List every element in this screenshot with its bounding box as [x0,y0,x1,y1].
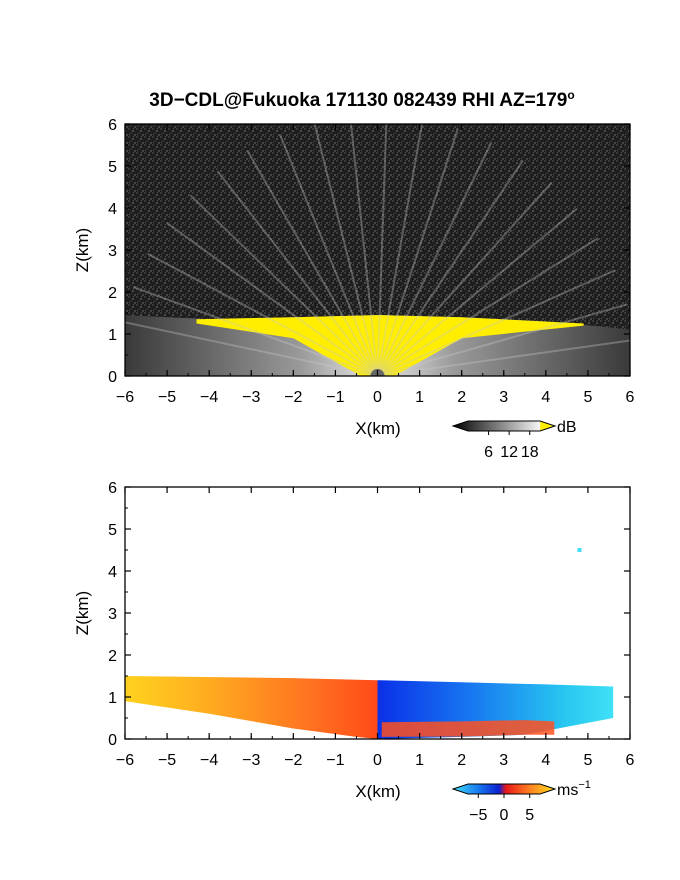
doppler-lower-layer [381,720,555,737]
doppler-y-axis-label: Z(km) [73,591,92,635]
snr-beam-ray [189,194,379,376]
snr-x-tick-label: 1 [415,389,424,406]
doppler-x-tick-label: 1 [415,752,424,769]
snr-beam-ray [216,170,379,376]
snr-beam-ray [376,124,388,376]
snr-y-tick-label: 4 [108,201,117,218]
doppler-colorbar-ticks: −5 0 5 [469,794,534,824]
snr-beam-ray [376,124,423,376]
doppler-y-tick-label: 2 [108,648,117,665]
doppler-x-tick-label: −1 [326,752,344,769]
doppler-y-tick-label: 3 [108,606,117,623]
doppler-axes: −6 −5 −4 −3 −2 −1 0 1 2 3 4 5 6 0 1 2 3 4 5 6 [108,480,634,769]
snr-beam-ray [376,208,578,376]
snr-y-axis-label: Z(km) [73,228,92,272]
snr-y-tick-label: 0 [108,369,117,386]
snr-beam-ray [376,141,493,376]
doppler-x-tick-label: −6 [116,752,134,769]
snr-beam-rays [125,124,630,376]
snr-y-tick-label: 5 [108,159,117,176]
snr-colorbar-unit: dB [557,419,577,436]
colorbar-tick-label: 12 [500,444,518,461]
doppler-y-tick-label: 0 [108,732,117,749]
snr-colorbar: 6 12 18 dB [451,419,577,461]
colorbar-tick-label: 0 [500,807,509,824]
doppler-y-tick-label: 5 [108,522,117,539]
snr-axes: −6 −5 −4 −3 −2 −1 0 1 2 3 4 5 6 0 1 2 3 4 5 6 [108,117,634,406]
snr-beam-ray [376,237,599,376]
doppler-x-tick-label: 0 [373,752,382,769]
doppler-colorbar-bar [451,783,557,795]
snr-y-tick-label: 1 [108,327,117,344]
snr-y-tick-label: 3 [108,243,117,260]
doppler-x-tick-label: −5 [158,752,176,769]
snr-beam-ray [125,321,378,376]
snr-x-tick-label: −2 [284,389,302,406]
colorbar-tick-label: 6 [484,444,493,461]
doppler-x-tick-label: −4 [200,752,218,769]
snr-beam-ray [376,182,553,376]
snr-beam-ray [279,134,379,376]
doppler-colorbar-unit: ms−1 [557,779,591,799]
snr-y-tick-label: 6 [108,117,117,134]
snr-colorbar-ticks: 6 12 18 [484,431,539,461]
figure-title: 3D−CDL@Fukuoka 171130 082439 RHI AZ=179o [149,88,574,111]
snr-beam-ray [132,286,378,376]
doppler-colorbar: −5 0 5 ms−1 [451,779,591,824]
snr-colorbar-bar [451,420,557,432]
doppler-isolated-echo [577,548,582,552]
snr-beam-ray [377,303,628,376]
colorbar-tick-label: 18 [521,444,539,461]
doppler-x-tick-label: 3 [499,752,508,769]
doppler-x-tick-label: 6 [626,752,635,769]
doppler-x-tick-label: −3 [242,752,260,769]
doppler-y-tick-label: 6 [108,480,117,497]
snr-beam-ray [166,222,379,376]
snr-x-tick-label: 0 [373,389,382,406]
snr-beam-ray [350,124,379,376]
snr-x-tick-label: −4 [200,389,218,406]
colorbar-tick-label: 5 [525,807,534,824]
snr-beam-ray [147,253,378,376]
doppler-panel: −6 −5 −4 −3 −2 −1 0 1 2 3 4 5 6 0 1 2 3 4 5 6 X(km) Z(km) −… [73,480,635,824]
snr-saturated-region [196,315,584,376]
snr-x-tick-label: −3 [242,389,260,406]
snr-x-tick-label: 3 [499,389,508,406]
doppler-x-tick-label: 5 [583,752,592,769]
snr-x-tick-label: 6 [626,389,635,406]
doppler-y-tick-label: 1 [108,690,117,707]
snr-x-tick-label: 4 [541,389,550,406]
snr-beam-ray [376,159,524,376]
snr-x-tick-label: 2 [457,389,466,406]
doppler-y-tick-label: 4 [108,564,117,581]
doppler-x-axis-label: X(km) [355,782,400,801]
snr-x-tick-label: −1 [326,389,344,406]
doppler-x-tick-label: −2 [284,752,302,769]
snr-x-tick-label: −5 [158,389,176,406]
snr-x-tick-label: 5 [583,389,592,406]
colorbar-tick-label: −5 [469,807,487,824]
snr-beam-ray [377,269,616,376]
snr-x-axis-label: X(km) [355,419,400,438]
snr-beam-ray [246,150,379,376]
doppler-x-tick-label: 4 [541,752,550,769]
snr-beam-ray [313,124,379,376]
doppler-receding-region [125,676,378,739]
snr-x-tick-label: −6 [116,389,134,406]
snr-beam-ray [376,128,459,376]
snr-beam-ray [377,339,630,376]
snr-y-tick-label: 2 [108,285,117,302]
doppler-x-tick-label: 2 [457,752,466,769]
